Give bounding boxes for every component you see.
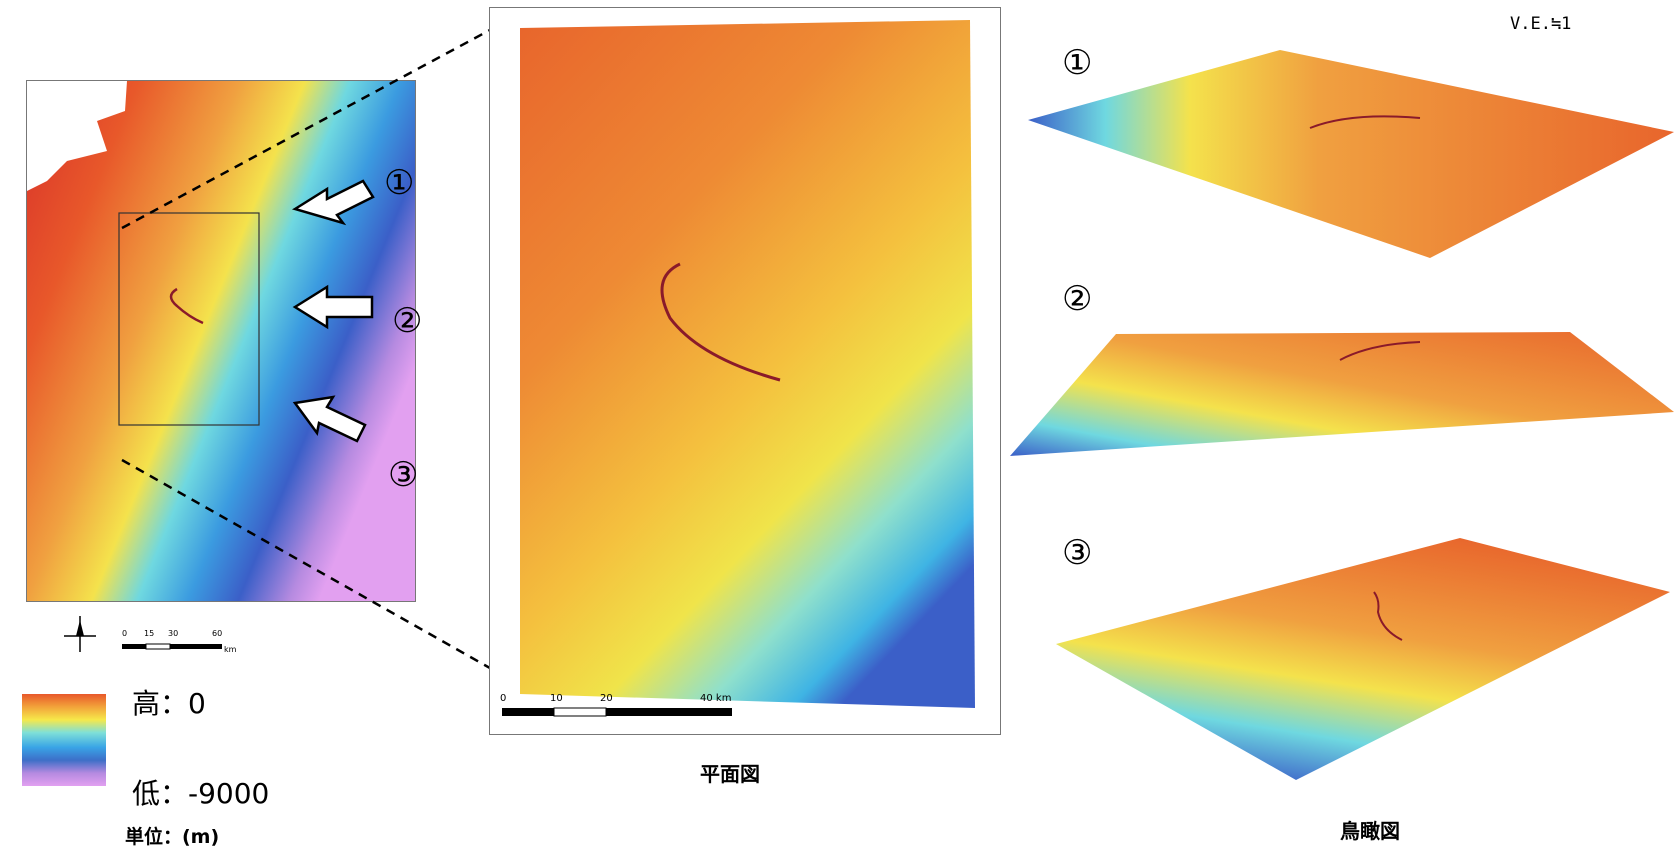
overview-scale-tick-3: 60	[212, 629, 222, 638]
view-arrow-2	[292, 284, 374, 330]
birdseye-surface-1	[1028, 50, 1674, 258]
birdseye-surface-3	[1056, 538, 1670, 780]
overview-marker-1: ①	[384, 163, 415, 203]
plan-bathymetry	[520, 20, 975, 708]
overview-scale-tick-2: 30	[168, 629, 178, 638]
overview-scale-tick-0: 0	[122, 629, 127, 638]
plan-scale-tick-1: 10	[550, 693, 563, 704]
view-arrow-1	[291, 179, 375, 226]
overview-bathymetry	[27, 81, 415, 601]
birdseye-label-2: ②	[1062, 279, 1093, 319]
birdseye-fault-1	[1309, 115, 1421, 129]
overview-scale-tick-1: 15	[144, 629, 154, 638]
birdseye-label-1: ①	[1062, 43, 1093, 83]
overview-marker-2: ②	[392, 301, 423, 341]
legend-low-label: 低：-9000	[132, 777, 270, 810]
plan-scale-bar	[502, 708, 732, 716]
detail-area-box	[118, 212, 260, 426]
overview-marker-3: ③	[388, 455, 419, 495]
overview-map	[26, 80, 416, 602]
legend-high-label: 高：0	[132, 687, 206, 720]
depth-color-legend	[22, 694, 106, 786]
plan-view-caption: 平面図	[700, 762, 760, 786]
north-arrow-and-scale: 0 15 30 60 km	[64, 616, 237, 654]
overview-scale-unit: km	[224, 645, 237, 654]
plan-scale-tick-3: 40 km	[700, 693, 731, 704]
birdseye-views	[1010, 50, 1674, 780]
north-arrow-icon	[64, 616, 96, 652]
vertical-exaggeration-label: V.E.≒1	[1510, 14, 1572, 34]
birdseye-label-3: ③	[1062, 533, 1093, 573]
legend-unit-label: 単位：(m)	[125, 826, 220, 848]
view-arrow-3	[292, 395, 367, 443]
land-area	[27, 81, 127, 191]
plan-scale-tick-0: 0	[500, 693, 506, 704]
plan-scale-tick-2: 20	[600, 693, 613, 704]
overview-scale-bar	[122, 644, 222, 649]
plan-view-frame: 0 10 20 40 km	[489, 7, 1001, 735]
connector-top	[121, 28, 491, 230]
birdseye-fault-3	[1373, 591, 1403, 641]
fault-trace	[169, 287, 204, 325]
birdseye-fault-2	[1339, 341, 1421, 361]
birdseye-caption: 鳥瞰図	[1340, 819, 1400, 843]
birdseye-surface-2	[1010, 332, 1674, 456]
plan-fault-trace	[660, 262, 781, 382]
connector-bottom	[121, 458, 521, 687]
